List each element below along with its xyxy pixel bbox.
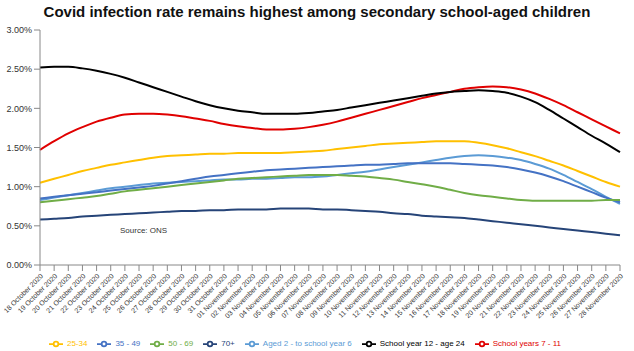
svg-text:18 November 2020: 18 November 2020 [435, 272, 483, 320]
svg-text:27 October 2020: 27 October 2020 [129, 272, 172, 315]
svg-text:22 October 2020: 22 October 2020 [59, 272, 101, 315]
svg-text:22 November 2020: 22 November 2020 [492, 272, 540, 320]
svg-text:02 November 2020: 02 November 2020 [209, 272, 257, 320]
svg-text:19 October 2020: 19 October 2020 [16, 272, 59, 315]
svg-text:0.00%: 0.00% [6, 260, 32, 270]
svg-text:2.50%: 2.50% [6, 64, 32, 74]
svg-text:26 October 2020: 26 October 2020 [115, 272, 158, 315]
svg-text:09 November 2020: 09 November 2020 [308, 272, 356, 320]
svg-text:10 November 2020: 10 November 2020 [322, 272, 370, 320]
svg-text:28 November 2020: 28 November 2020 [577, 272, 624, 319]
svg-text:28 October 2020: 28 October 2020 [143, 272, 186, 315]
html-text:School years 7 - 11: School years 7 - 11 [492, 339, 561, 349]
html-text:25-34: 25-34 [66, 339, 88, 349]
svg-text:17 November 2020: 17 November 2020 [421, 272, 469, 320]
html-text:Covid infection rate remains h: Covid infection rate remains highest amo… [43, 3, 591, 20]
svg-text:13 November 2020: 13 November 2020 [365, 272, 412, 320]
svg-text:08 November 2020: 08 November 2020 [294, 272, 342, 320]
html-text:School year 12 - age 24: School year 12 - age 24 [379, 339, 465, 349]
svg-text:25 November 2020: 25 November 2020 [534, 272, 582, 320]
svg-text:29 October 2020: 29 October 2020 [158, 272, 200, 315]
svg-text:03 November 2020: 03 November 2020 [223, 272, 271, 320]
svg-text:31 October 2020: 31 October 2020 [186, 272, 229, 315]
svg-text:11 November 2020: 11 November 2020 [337, 272, 384, 319]
svg-text:2.00%: 2.00% [6, 104, 32, 114]
svg-text:05 November 2020: 05 November 2020 [251, 272, 299, 320]
svg-text:1.00%: 1.00% [6, 182, 32, 192]
svg-text:20 November 2020: 20 November 2020 [464, 272, 512, 320]
svg-text:26 November 2020: 26 November 2020 [548, 272, 596, 320]
svg-text:30 October 2020: 30 October 2020 [172, 272, 214, 315]
svg-text:16 November 2020: 16 November 2020 [407, 272, 455, 320]
html-text:Source: ONS: Source: ONS [120, 226, 168, 235]
svg-text:24 November 2020: 24 November 2020 [520, 272, 568, 320]
svg-text:23 October 2020: 23 October 2020 [73, 272, 115, 315]
svg-text:04 November 2020: 04 November 2020 [237, 272, 285, 320]
svg-text:27 November 2020: 27 November 2020 [563, 272, 611, 320]
html-text:35 - 49: 35 - 49 [115, 339, 141, 349]
svg-text:24 October 2020: 24 October 2020 [87, 272, 130, 315]
svg-text:1.50%: 1.50% [6, 143, 32, 153]
svg-text:12 November 2020: 12 November 2020 [350, 272, 398, 320]
html-text:70+: 70+ [221, 339, 235, 349]
svg-text:07 November 2020: 07 November 2020 [280, 272, 328, 320]
svg-text:18 October 2020: 18 October 2020 [2, 272, 45, 315]
svg-text:20 October 2020: 20 October 2020 [30, 272, 73, 315]
svg-text:19 November 2020: 19 November 2020 [449, 272, 497, 320]
svg-text:21 October 2020: 21 October 2020 [44, 272, 87, 315]
svg-text:21 November 2020: 21 November 2020 [478, 272, 526, 320]
svg-text:01 November 2020: 01 November 2020 [195, 272, 243, 320]
svg-text:15 November 2020: 15 November 2020 [393, 272, 441, 320]
svg-text:14 November 2020: 14 November 2020 [379, 272, 427, 320]
svg-text:23 November 2020: 23 November 2020 [506, 272, 554, 320]
svg-text:0.50%: 0.50% [6, 221, 32, 231]
svg-text:3.00%: 3.00% [6, 25, 32, 35]
svg-text:06 November 2020: 06 November 2020 [265, 272, 313, 320]
html-text:Aged 2 - to school year 6: Aged 2 - to school year 6 [262, 339, 352, 349]
svg-text:25 October 2020: 25 October 2020 [101, 272, 144, 315]
html-text:50 - 69: 50 - 69 [168, 339, 194, 349]
